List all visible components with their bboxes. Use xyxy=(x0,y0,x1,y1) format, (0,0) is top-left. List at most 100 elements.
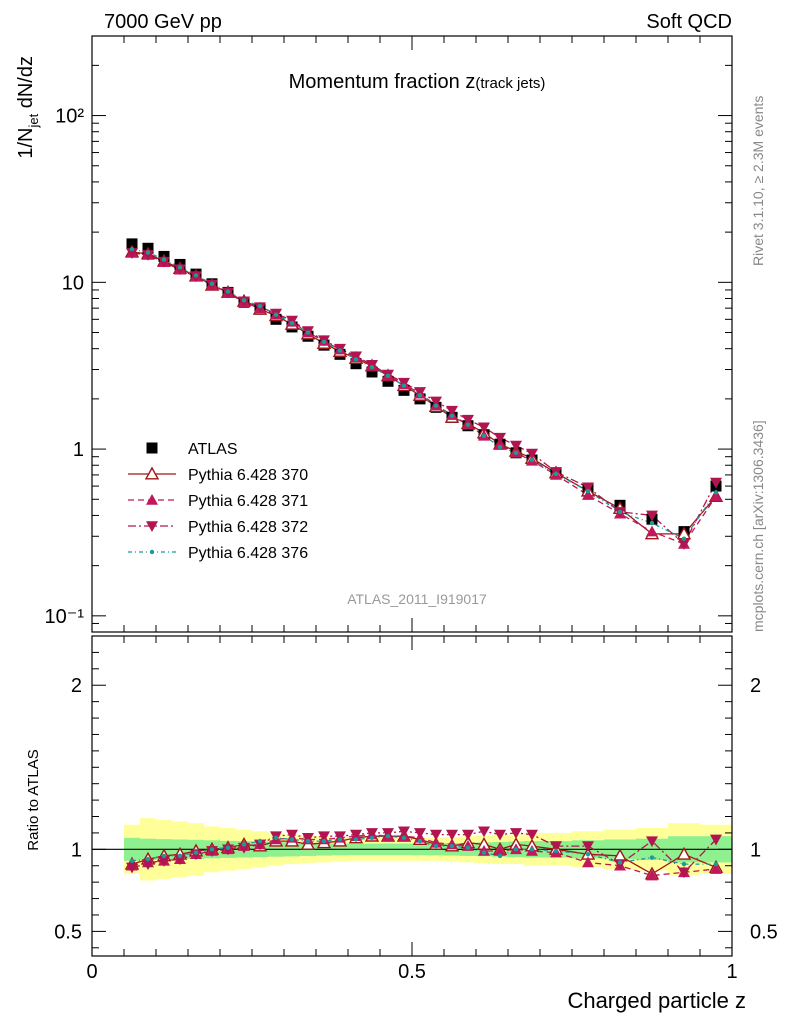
ratio-point-pythia-6-428-376 xyxy=(617,860,623,865)
main-title: Momentum fraction z(track jets) xyxy=(289,71,546,93)
data-point-pythia-6-428-372 xyxy=(710,477,722,489)
data-point-pythia-6-428-376 xyxy=(497,444,503,450)
data-point-pythia-6-428-376 xyxy=(161,257,167,262)
ratio-y-axis-label: Ratio to ATLAS xyxy=(25,749,42,850)
ratio-point-pythia-6-428-372 xyxy=(302,833,314,844)
ratio-point-pythia-6-428-372 xyxy=(254,839,266,851)
legend-marker-pythia-6-428-370 xyxy=(144,466,160,480)
ratio-y-tick-label-right: 2 xyxy=(750,675,761,697)
ratio-point-pythia-6-428-372 xyxy=(494,829,506,841)
x-tick-label: 0.5 xyxy=(398,961,426,983)
data-point-pythia-6-428-376 xyxy=(465,422,471,427)
ratio-point-pythia-6-428-376 xyxy=(209,847,215,852)
data-point-pythia-6-428-372 xyxy=(158,256,170,268)
header-left-label: 7000 GeV pp xyxy=(104,11,222,33)
ratio-point-pythia-6-428-372 xyxy=(158,856,170,867)
ratio-point-pythia-6-428-376 xyxy=(177,853,183,859)
main-frame xyxy=(91,35,733,633)
data-point-pythia-6-428-376 xyxy=(321,339,327,344)
ratio-point-pythia-6-428-372 xyxy=(366,828,378,839)
series-line-pythia-6-428-372 xyxy=(131,252,717,545)
ratio-point-pythia-6-428-376 xyxy=(681,861,687,867)
ratio-point-pythia-6-428-371 xyxy=(494,844,506,856)
data-point-pythia-6-428-376 xyxy=(513,450,519,455)
rivet-version-label: Rivet 3.1.10, ≥ 2.3M events xyxy=(750,96,766,266)
header-right-label: Soft QCD xyxy=(646,11,732,33)
y-tick-label: 10² xyxy=(55,106,84,128)
ratio-point-pythia-6-428-372 xyxy=(142,859,154,871)
data-point-pythia-6-428-372 xyxy=(478,422,490,434)
data-point-pythia-6-428-376 xyxy=(177,265,183,270)
ratio-point-pythia-6-428-372 xyxy=(398,826,410,838)
y-tick-label: 1 xyxy=(73,439,84,461)
analysis-watermark: ATLAS_2011_I919017 xyxy=(347,591,487,607)
legend-label-pythia-6-428-371: Pythia 6.428 371 xyxy=(188,493,308,510)
data-point-pythia-6-428-376 xyxy=(353,357,359,362)
data-point-pythia-6-428-376 xyxy=(585,488,591,494)
ratio-point-pythia-6-428-376 xyxy=(417,838,423,844)
main-y-tick-labels: 10⁻¹ 1 10 10² xyxy=(45,106,85,628)
data-point-pythia-6-428-372 xyxy=(414,387,426,398)
data-point-pythia-6-428-376 xyxy=(417,393,423,398)
data-point-pythia-6-428-376 xyxy=(209,281,215,286)
data-point-pythia-6-428-376 xyxy=(617,509,623,515)
data-point-pythia-6-428-376 xyxy=(257,303,263,309)
main-series-markers xyxy=(124,238,724,550)
legend-label-pythia-6-428-370: Pythia 6.428 370 xyxy=(188,467,308,484)
ratio-point-pythia-6-428-372 xyxy=(206,846,218,857)
ratio-point-pythia-6-428-371 xyxy=(478,844,490,856)
data-point-pythia-6-428-371 xyxy=(710,490,722,502)
data-point-pythia-6-428-372 xyxy=(494,432,506,444)
data-point-pythia-6-428-372 xyxy=(510,440,522,452)
ratio-point-pythia-6-428-372 xyxy=(614,859,626,871)
ratio-y-tick-labels: 0.5 0.5 1 1 2 2 xyxy=(54,675,778,943)
data-point-pythia-6-428-372 xyxy=(350,351,362,363)
ratio-point-pythia-6-428-372 xyxy=(350,829,362,841)
ratio-point-pythia-6-428-376 xyxy=(353,837,359,842)
ratio-axis-ticks xyxy=(91,635,733,956)
ratio-point-pythia-6-428-372 xyxy=(414,828,426,839)
ratio-point-pythia-6-428-372 xyxy=(222,844,234,856)
ratio-point-pythia-6-428-376 xyxy=(401,835,407,841)
y-tick-label: 10⁻¹ xyxy=(45,606,85,628)
x-tick-label: 0 xyxy=(86,961,97,983)
data-point-pythia-6-428-376 xyxy=(193,273,199,278)
ratio-point-pythia-6-428-372 xyxy=(318,831,330,843)
ratio-point-pythia-6-428-372 xyxy=(526,829,538,841)
ratio-point-pythia-6-428-372 xyxy=(510,828,522,839)
ratio-point-pythia-6-428-376 xyxy=(481,850,487,855)
ratio-frame xyxy=(91,635,733,957)
ratio-point-pythia-6-428-372 xyxy=(462,829,474,841)
data-point-pythia-6-428-372 xyxy=(526,448,538,460)
ratio-panel: 0.5 0.51 12 2 0 0.5 1 Ratio to ATLAS Charged … xyxy=(25,635,778,1013)
ratio-point-pythia-6-428-376 xyxy=(129,858,135,864)
x-tick-label: 1 xyxy=(726,961,737,983)
data-point-pythia-6-428-376 xyxy=(145,250,151,255)
ratio-point-pythia-6-428-376 xyxy=(529,847,535,852)
ratio-point-pythia-6-428-370 xyxy=(676,846,692,860)
data-point-pythia-6-428-376 xyxy=(385,373,391,379)
legend-label-pythia-6-428-376: Pythia 6.428 376 xyxy=(188,545,308,562)
data-point-pythia-6-428-376 xyxy=(433,403,439,408)
ratio-point-pythia-6-428-371 xyxy=(430,836,442,848)
y-tick-label: 10 xyxy=(62,272,84,294)
ratio-point-pythia-6-428-372 xyxy=(238,842,250,854)
ratio-point-pythia-6-428-376 xyxy=(289,837,295,842)
data-point-pythia-6-428-371 xyxy=(582,489,594,500)
ratio-series-markers xyxy=(124,826,724,881)
ratio-point-pythia-6-428-376 xyxy=(433,843,439,849)
legend-marker-atlas xyxy=(146,442,158,454)
ratio-point-pythia-6-428-376 xyxy=(513,847,519,852)
data-point-atlas xyxy=(126,238,138,250)
ratio-point-pythia-6-428-376 xyxy=(225,845,231,850)
data-point-pythia-6-428-376 xyxy=(649,520,655,526)
ratio-point-pythia-6-428-376 xyxy=(713,861,719,867)
data-point-pythia-6-428-372 xyxy=(430,396,442,408)
ratio-point-pythia-6-428-371 xyxy=(710,863,722,874)
data-point-pythia-6-428-376 xyxy=(225,289,231,294)
ratio-y-tick-label-right: 1 xyxy=(750,839,761,861)
ratio-point-pythia-6-428-376 xyxy=(465,845,471,850)
data-point-pythia-6-428-372 xyxy=(398,377,410,389)
ratio-point-pythia-6-428-371 xyxy=(582,856,594,868)
ratio-point-pythia-6-428-372 xyxy=(550,841,562,853)
